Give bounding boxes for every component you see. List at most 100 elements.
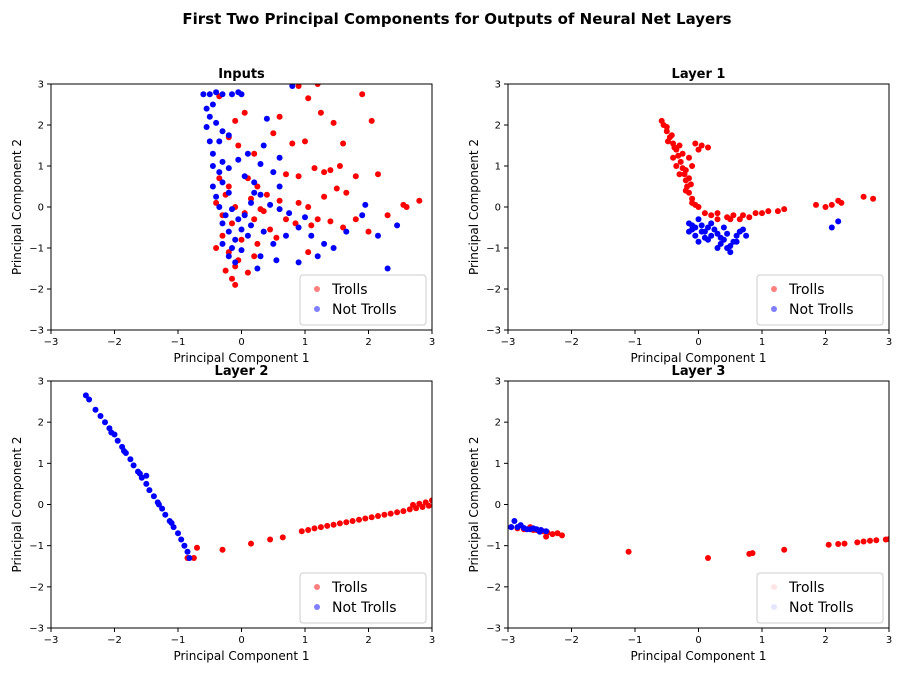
- point-not-trolls: [711, 226, 718, 233]
- point-trolls: [254, 240, 261, 247]
- point-trolls: [295, 84, 302, 89]
- point-trolls: [554, 530, 561, 537]
- point-not-trolls: [705, 224, 711, 231]
- point-not-trolls: [384, 265, 391, 272]
- point-not-trolls: [695, 238, 702, 245]
- point-trolls: [870, 195, 877, 202]
- point-not-trolls: [286, 210, 293, 217]
- x-tick-label: −1: [171, 635, 186, 646]
- point-trolls: [695, 204, 702, 210]
- legend: Trolls Not Trolls: [299, 274, 427, 326]
- point-trolls: [260, 208, 267, 215]
- point-trolls: [375, 513, 381, 519]
- point-not-trolls: [530, 525, 537, 532]
- point-trolls: [668, 132, 675, 139]
- point-trolls: [705, 555, 711, 561]
- point-trolls: [759, 210, 765, 217]
- legend-label-not-trolls: Not Trolls: [789, 600, 854, 616]
- legend-label-trolls: Trolls: [331, 282, 368, 298]
- y-tick-label: 1: [38, 162, 44, 173]
- point-trolls: [708, 212, 715, 219]
- scatter-points: [200, 84, 423, 288]
- point-trolls: [194, 544, 200, 551]
- point-not-trolls: [244, 232, 251, 239]
- scatter-points: [658, 117, 877, 256]
- point-not-trolls: [330, 245, 337, 251]
- point-not-trolls: [828, 224, 835, 231]
- subplot-title: Layer 1: [672, 67, 726, 82]
- legend-label-trolls: Trolls: [788, 282, 825, 298]
- y-tick-label: −3: [29, 326, 44, 337]
- point-trolls: [687, 181, 694, 188]
- point-not-trolls: [692, 232, 699, 239]
- point-trolls: [689, 195, 696, 202]
- point-trolls: [352, 173, 359, 180]
- point-trolls: [705, 144, 711, 151]
- x-tick-label: 0: [238, 635, 244, 646]
- x-tick-label: −2: [564, 635, 579, 646]
- point-trolls: [828, 201, 835, 208]
- point-trolls: [682, 187, 689, 194]
- subplot-layer-2: −3 −2 −1 0 1 2 3 −3 −2 −1 0 1 2 3 Layer 2 Principal Com…: [10, 364, 435, 663]
- point-trolls: [559, 532, 565, 539]
- legend-box: [299, 274, 427, 326]
- point-not-trolls: [524, 526, 530, 533]
- point-trolls: [305, 249, 312, 256]
- point-trolls: [349, 518, 356, 524]
- x-axis-label: Principal Component 1: [173, 351, 309, 365]
- x-tick-label: −3: [501, 635, 516, 646]
- y-tick-label: 0: [495, 500, 501, 511]
- point-trolls: [251, 150, 258, 157]
- point-not-trolls: [273, 257, 280, 264]
- point-not-trolls: [155, 501, 162, 508]
- point-not-trolls: [225, 253, 232, 260]
- point-not-trolls: [698, 228, 705, 235]
- point-not-trolls: [241, 173, 248, 180]
- y-tick-label: 0: [38, 203, 44, 214]
- point-not-trolls: [708, 220, 715, 227]
- point-trolls: [676, 171, 683, 178]
- point-not-trolls: [238, 247, 245, 254]
- point-not-trolls: [235, 216, 242, 223]
- point-not-trolls: [92, 406, 99, 413]
- point-not-trolls: [270, 169, 277, 176]
- x-tick-label: 0: [695, 337, 701, 348]
- point-not-trolls: [219, 91, 226, 98]
- point-trolls: [543, 533, 550, 540]
- point-not-trolls: [114, 437, 121, 444]
- point-not-trolls: [343, 228, 350, 235]
- point-trolls: [213, 199, 220, 206]
- subplot-inputs: −3 −2 −1 0 1 2 3 −3 −2 −1 0 1 2 3 Inputs Principal Comp…: [10, 67, 435, 365]
- legend: Trolls Not Trolls: [756, 572, 884, 624]
- point-not-trolls: [184, 548, 191, 555]
- point-trolls: [670, 154, 677, 161]
- point-not-trolls: [257, 191, 264, 198]
- point-not-trolls: [209, 150, 216, 157]
- y-tick-label: −3: [486, 624, 501, 635]
- point-not-trolls: [698, 222, 705, 229]
- point-not-trolls: [359, 212, 366, 219]
- point-not-trolls: [206, 91, 213, 98]
- y-tick-label: 2: [38, 121, 44, 132]
- point-trolls: [314, 216, 321, 223]
- point-trolls: [689, 199, 696, 206]
- point-not-trolls: [219, 158, 226, 165]
- point-not-trolls: [219, 240, 226, 247]
- point-not-trolls: [701, 234, 708, 241]
- point-trolls: [625, 548, 632, 555]
- x-tick-label: 0: [695, 635, 701, 646]
- point-trolls: [362, 515, 369, 522]
- point-trolls: [686, 154, 692, 161]
- point-trolls: [416, 500, 423, 507]
- point-trolls: [241, 109, 248, 116]
- point-not-trolls: [686, 228, 692, 235]
- point-not-trolls: [209, 163, 216, 169]
- y-tick-label: −1: [486, 541, 501, 552]
- x-axis-label: Principal Component 1: [173, 649, 309, 663]
- point-not-trolls: [121, 448, 127, 454]
- point-not-trolls: [720, 224, 727, 231]
- y-tick-label: −2: [29, 285, 44, 296]
- x-tick-label: 0: [238, 337, 244, 348]
- point-not-trolls: [743, 232, 750, 239]
- point-trolls: [333, 185, 340, 192]
